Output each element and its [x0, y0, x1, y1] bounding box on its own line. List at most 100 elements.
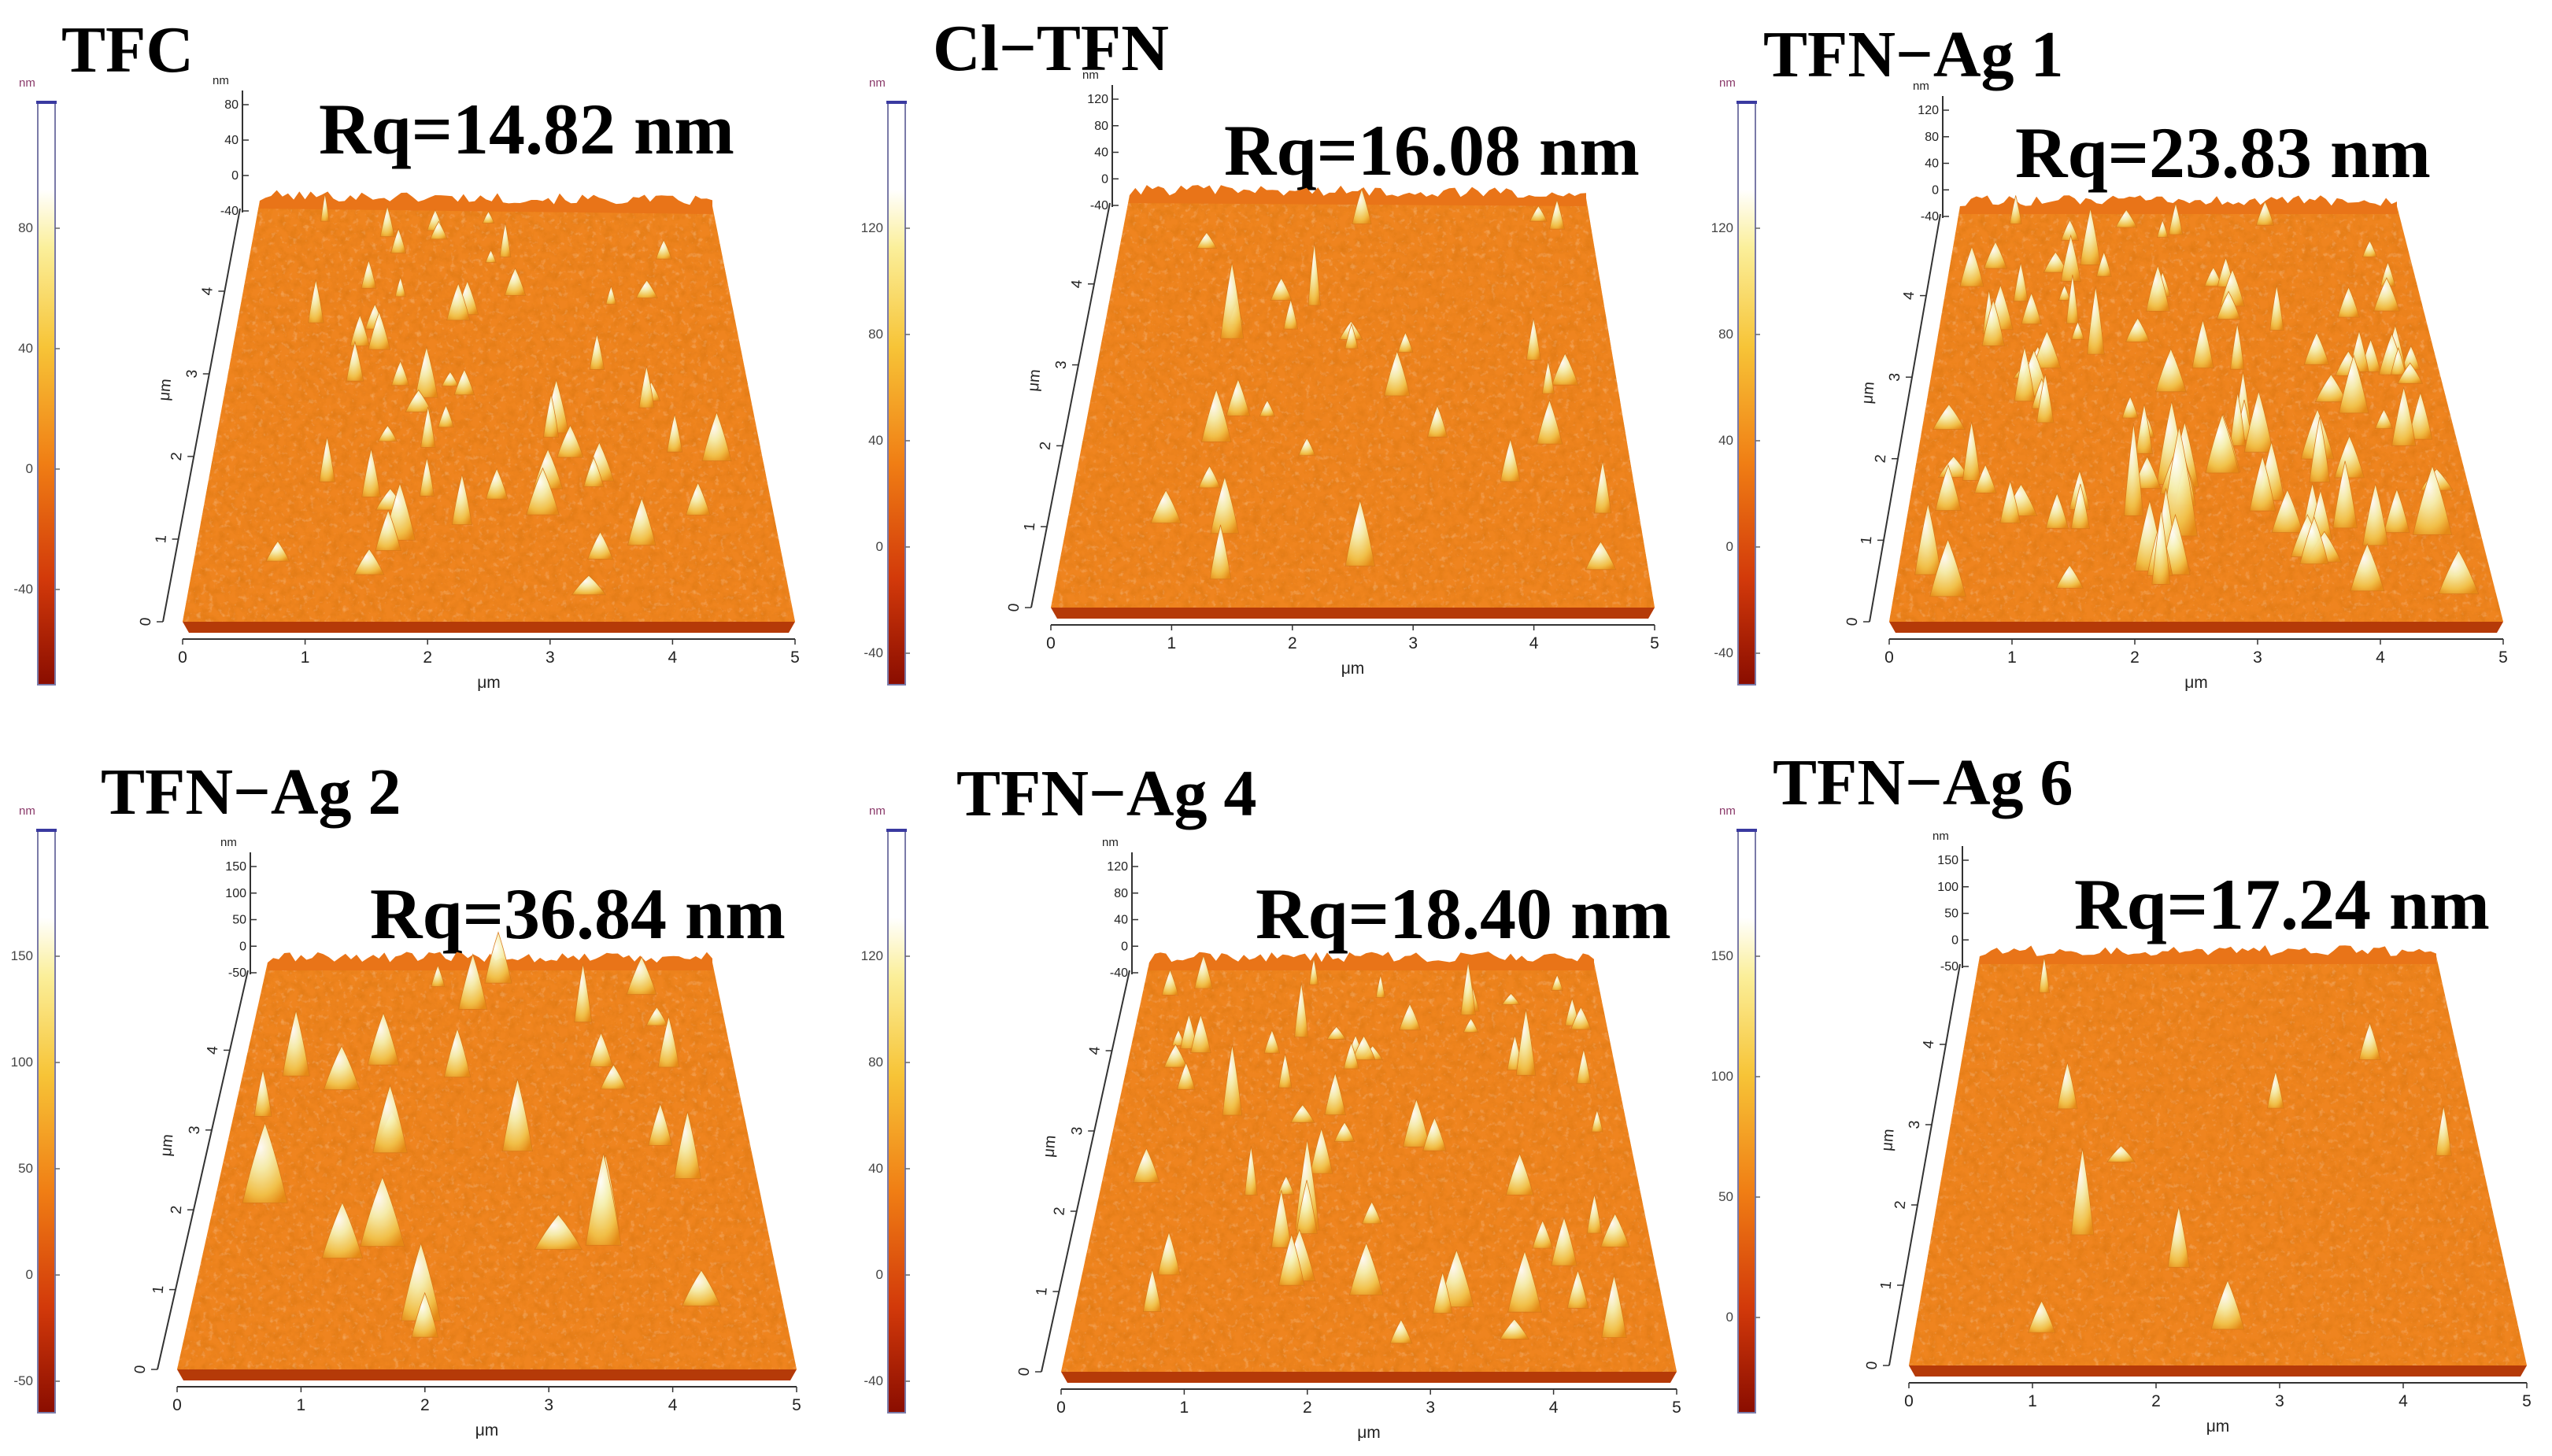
- x-axis-tick: 5: [792, 1396, 801, 1414]
- color-scale-unit: nm: [19, 76, 35, 90]
- surface-topography: [1051, 185, 1655, 608]
- z-axis-tick: 0: [1121, 940, 1128, 953]
- color-scale-unit: nm: [19, 804, 35, 818]
- y-axis-tick: 0: [138, 617, 155, 626]
- color-scale-tick: 40: [868, 433, 883, 448]
- color-scale-unit: nm: [869, 804, 886, 818]
- surface-peaks: [2027, 956, 2452, 1333]
- color-scale-tick: 120: [861, 948, 883, 963]
- panel-title: TFN−Ag 1: [1763, 18, 2064, 91]
- z-axis-tick: 50: [1944, 907, 1958, 921]
- surface-peaks: [265, 193, 732, 596]
- surface-peaks: [1150, 187, 1617, 580]
- x-axis-tick: 5: [2498, 649, 2508, 667]
- y-axis-tick: 4: [1921, 1039, 1938, 1049]
- z-axis-tick: 120: [1918, 104, 1939, 117]
- z-axis-tick: 100: [225, 887, 246, 900]
- z-axis-tick: 50: [232, 914, 246, 927]
- panel-title: TFC: [61, 13, 194, 87]
- x-axis-tick: 0: [172, 1396, 182, 1414]
- x-axis-tick: 5: [2522, 1392, 2532, 1410]
- afm-3d-surface: nm 120 80 40 0 -40 nm 120 80 40 0 -40 0 1 2 3 4 μm 0 1 2 3 4 5 μ…: [861, 68, 1659, 686]
- color-scale-tick: 150: [1711, 948, 1733, 963]
- rq-label: Rq=18.40 nm: [1256, 874, 1671, 954]
- x-axis-unit: μm: [1341, 660, 1365, 678]
- color-scale-tick: 0: [876, 1267, 883, 1282]
- y-axis-unit: μm: [1040, 1134, 1059, 1158]
- y-axis-tick: 4: [199, 286, 216, 296]
- z-axis-tick: -40: [220, 205, 239, 218]
- y-axis-tick: 1: [1878, 1280, 1896, 1290]
- y-axis-tick: 3: [1053, 360, 1071, 369]
- y-axis-unit: μm: [157, 1133, 176, 1157]
- color-scale-bar: [37, 830, 56, 1414]
- afm-3d-surface: nm 150 100 50 0 -50 nm 150 100 50 0 -50 0 1 2 3 4 μm 0 1 2 3 4…: [11, 804, 801, 1439]
- color-scale-tick: 80: [1718, 327, 1733, 342]
- color-scale-bar: [1737, 830, 1756, 1414]
- x-axis-tick: 2: [2151, 1392, 2161, 1410]
- surface-topography: [177, 952, 797, 1369]
- z-axis-tick: -50: [228, 966, 246, 980]
- z-axis-tick: 40: [224, 134, 239, 147]
- rq-label: Rq=14.82 nm: [319, 89, 734, 169]
- y-axis-unit: μm: [156, 378, 175, 401]
- x-axis-unit: μm: [477, 674, 501, 692]
- z-axis-tick: 120: [1087, 93, 1108, 106]
- x-axis-tick: 4: [1549, 1399, 1559, 1417]
- z-axis-tick: 0: [231, 169, 239, 183]
- x-axis-tick: 1: [1167, 634, 1177, 652]
- x-axis-tick: 1: [2028, 1392, 2037, 1410]
- x-axis-unit: μm: [2206, 1417, 2230, 1436]
- afm-3d-surface: nm 80 40 0 -40 nm 80 40 0 -40 0 1 2 3 4 μm 0 1 2 3 4 5 μm: [13, 74, 799, 692]
- y-axis-tick: 4: [1069, 279, 1086, 289]
- y-axis-tick: 3: [1907, 1120, 1924, 1129]
- x-axis-tick: 4: [1529, 634, 1539, 652]
- x-axis-tick: 2: [1288, 634, 1297, 652]
- rq-label: Rq=36.84 nm: [370, 874, 786, 954]
- z-axis-tick: 150: [225, 860, 246, 874]
- color-scale-tick: -40: [1714, 645, 1733, 660]
- z-axis-tick: 40: [1114, 914, 1128, 927]
- color-scale-tick: 50: [18, 1161, 33, 1176]
- y-axis-tick: 0: [132, 1365, 150, 1374]
- y-axis-tick: 2: [1892, 1200, 1910, 1210]
- y-axis-tick: 1: [1859, 535, 1876, 545]
- z-axis-tick: 120: [1107, 860, 1128, 874]
- panel-title: TFN−Ag 2: [101, 756, 401, 829]
- panel-title: TFN−Ag 6: [1773, 746, 2073, 819]
- color-scale-bar: [887, 830, 906, 1414]
- panel-title: Cl−TFN: [933, 12, 1169, 85]
- y-axis-unit: μm: [1859, 381, 1877, 405]
- x-axis-tick: 3: [1408, 634, 1418, 652]
- color-scale-tick: -40: [13, 582, 33, 597]
- z-axis-tick: -40: [1921, 210, 1939, 224]
- x-axis-tick: 1: [1180, 1399, 1189, 1417]
- z-axis-tick: -40: [1110, 966, 1128, 980]
- y-axis-tick: 2: [1051, 1207, 1068, 1216]
- surface-peaks: [1133, 954, 1630, 1344]
- z-axis-tick: 150: [1937, 854, 1958, 867]
- afm-panel-tfn-ag-2: TFN−Ag 2 Rq=36.84 nm nm 150 100 50 0 -50 nm 150…: [0, 728, 850, 1456]
- afm-panel-tfn-ag-1: TFN−Ag 1 Rq=23.83 nm nm 120 80 40 0 -40 nm 120 8…: [1700, 0, 2550, 728]
- y-axis-tick: 1: [1034, 1287, 1051, 1296]
- x-axis-tick: 3: [2275, 1392, 2284, 1410]
- color-scale-tick: 40: [1718, 433, 1733, 448]
- y-axis-tick: 1: [150, 1284, 168, 1294]
- x-axis-tick: 0: [178, 649, 187, 667]
- surface-peaks: [242, 931, 722, 1338]
- afm-3d-surface: nm 120 80 40 0 -40 nm 120 80 40 0 -40 0 1 2 3 4 μm 0 1 2 3 4 5 μ…: [861, 804, 1681, 1442]
- color-scale-bar: [1737, 102, 1756, 686]
- x-axis-tick: 5: [1672, 1399, 1681, 1417]
- afm-panel-tfn-ag-4: TFN−Ag 4 Rq=18.40 nm nm 120 80 40 0 -40 nm 120 8…: [850, 728, 1700, 1456]
- x-axis-tick: 2: [2130, 649, 2140, 667]
- y-axis-tick: 3: [1887, 372, 1904, 382]
- afm-panel-tfc: TFC Rq=14.82 nm nm 80 40 0 -40 nm 80 40 0 -40 0 1 2 3…: [0, 0, 850, 728]
- x-axis-unit: μm: [475, 1421, 499, 1439]
- x-axis-tick: 3: [546, 649, 555, 667]
- color-scale-tick: 0: [26, 461, 33, 476]
- color-scale-unit: nm: [1719, 804, 1736, 818]
- afm-panel-cl-tfn: Cl−TFN Rq=16.08 nm nm 120 80 40 0 -40 nm 120 80 4…: [850, 0, 1700, 728]
- z-axis-tick: 0: [239, 940, 246, 953]
- z-axis-tick: 80: [224, 98, 239, 112]
- color-scale-tick: 80: [868, 1055, 883, 1070]
